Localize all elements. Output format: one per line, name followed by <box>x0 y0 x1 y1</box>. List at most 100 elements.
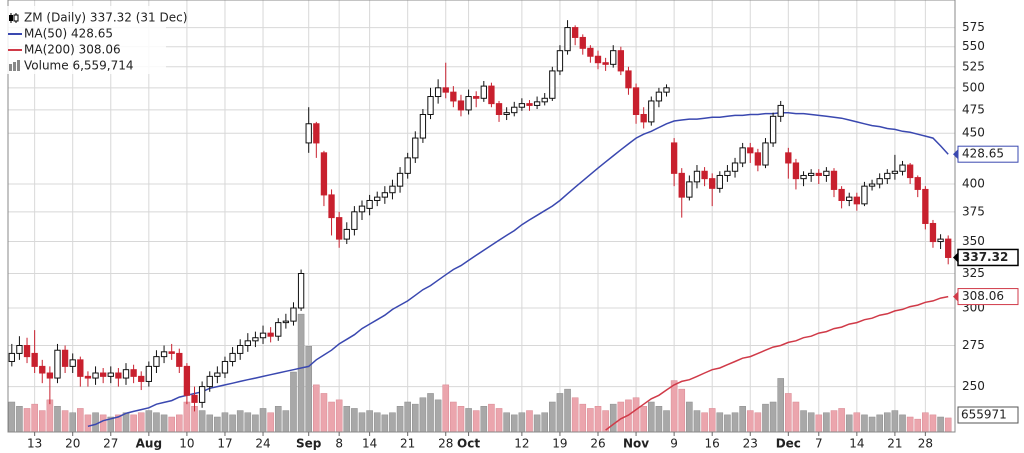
x-tick-label: 13 <box>27 437 42 451</box>
volume-bar <box>914 418 922 433</box>
volume-bar <box>46 399 54 433</box>
candle-body <box>389 185 396 194</box>
candle-body <box>176 352 183 367</box>
candle-body <box>945 238 952 258</box>
candle-body <box>678 172 685 198</box>
candle-body <box>846 196 853 201</box>
legend-icon <box>13 62 16 71</box>
candle-body <box>724 170 731 176</box>
volume-bar <box>579 403 587 433</box>
candle-body <box>198 386 206 403</box>
candle-body <box>191 394 198 403</box>
candle-body <box>61 349 69 367</box>
volume-bar <box>404 401 411 433</box>
candle-body <box>8 352 15 362</box>
volume-bar <box>282 410 290 433</box>
x-tick-label: Aug <box>136 437 162 451</box>
volume-bar <box>891 410 899 433</box>
moving-averages <box>87 111 949 431</box>
y-tick-label: 375 <box>962 204 985 218</box>
candle-body <box>914 177 921 190</box>
x-tick-label: 28 <box>918 437 933 451</box>
volume-bar <box>853 412 861 433</box>
x-tick-label: 16 <box>705 437 720 451</box>
candle-body <box>374 196 381 201</box>
legend-icon <box>9 15 13 21</box>
volume-bar <box>526 410 533 433</box>
x-tick-label: 9 <box>670 437 678 451</box>
candle-body <box>701 170 708 180</box>
volume-bar <box>175 414 183 433</box>
volume-bar <box>724 414 731 433</box>
volume-bar <box>214 416 221 433</box>
candle-body <box>670 142 678 174</box>
volume-bar <box>678 388 686 433</box>
volume-bar <box>655 406 663 433</box>
candle-body <box>335 217 343 240</box>
legend-icon <box>13 14 19 22</box>
x-tick-label: 19 <box>552 437 567 451</box>
candle-body <box>632 87 640 115</box>
volume-pane <box>8 313 952 433</box>
candle-body <box>16 345 23 354</box>
ma-line <box>87 111 949 428</box>
candle-body <box>259 332 267 339</box>
volume-bar <box>427 393 434 433</box>
candle-body <box>899 164 906 172</box>
candle-body <box>221 360 229 374</box>
volume-bar <box>792 401 800 433</box>
volume-bar <box>465 408 472 433</box>
volume-bar <box>252 414 259 433</box>
candle-body <box>480 85 487 99</box>
candle-body <box>214 372 221 377</box>
volume-bar <box>937 416 944 433</box>
volume-bar <box>777 378 785 433</box>
volume-bar <box>84 414 92 433</box>
y-tick-label: 550 <box>962 39 985 53</box>
volume-bar <box>686 401 693 433</box>
candle-body <box>366 199 373 209</box>
x-tick-label: 28 <box>438 437 453 451</box>
candle-body <box>473 96 480 99</box>
volume-bar <box>731 412 739 433</box>
volume-bar <box>785 393 792 433</box>
candle-body <box>206 375 213 388</box>
volume-bar <box>899 414 906 433</box>
x-tick-label: Oct <box>457 437 480 451</box>
volume-bar <box>381 414 389 433</box>
candle-body <box>419 113 427 139</box>
x-tick-label: 12 <box>514 437 529 451</box>
candle-body <box>343 228 350 240</box>
legend-bg <box>6 6 166 74</box>
legend-label: ZM (Daily) 337.32 (31 Dec) <box>24 11 187 25</box>
candle-body <box>465 96 472 111</box>
candle-body <box>237 345 244 354</box>
candle-body <box>686 181 693 198</box>
candle-body <box>549 70 556 99</box>
candle-body <box>275 322 282 337</box>
candle-body <box>23 345 31 358</box>
volume-bar <box>556 393 564 433</box>
candle-body <box>754 152 762 166</box>
volume-bar <box>769 401 777 433</box>
volume-bar <box>800 410 807 433</box>
candle-body <box>625 70 632 89</box>
candle-body <box>648 100 655 123</box>
volume-bar <box>290 371 297 433</box>
volume-bar <box>122 412 130 433</box>
x-tick-label: Sep <box>296 437 322 451</box>
candle-body <box>823 170 830 176</box>
candle-body <box>457 100 465 111</box>
volume-bar <box>343 406 351 433</box>
plot-frame <box>7 0 956 433</box>
volume-bar <box>922 412 929 433</box>
y-tick-label: 525 <box>962 59 985 73</box>
legend: ZM (Daily) 337.32 (31 Dec) MA(50) 428.65 M… <box>6 6 187 74</box>
candle-body <box>937 238 944 243</box>
candle-body <box>861 185 868 205</box>
x-tick-label: 14 <box>849 437 864 451</box>
x-tick-label: 21 <box>887 437 902 451</box>
volume-bar <box>411 403 419 433</box>
candle-body <box>252 337 259 342</box>
